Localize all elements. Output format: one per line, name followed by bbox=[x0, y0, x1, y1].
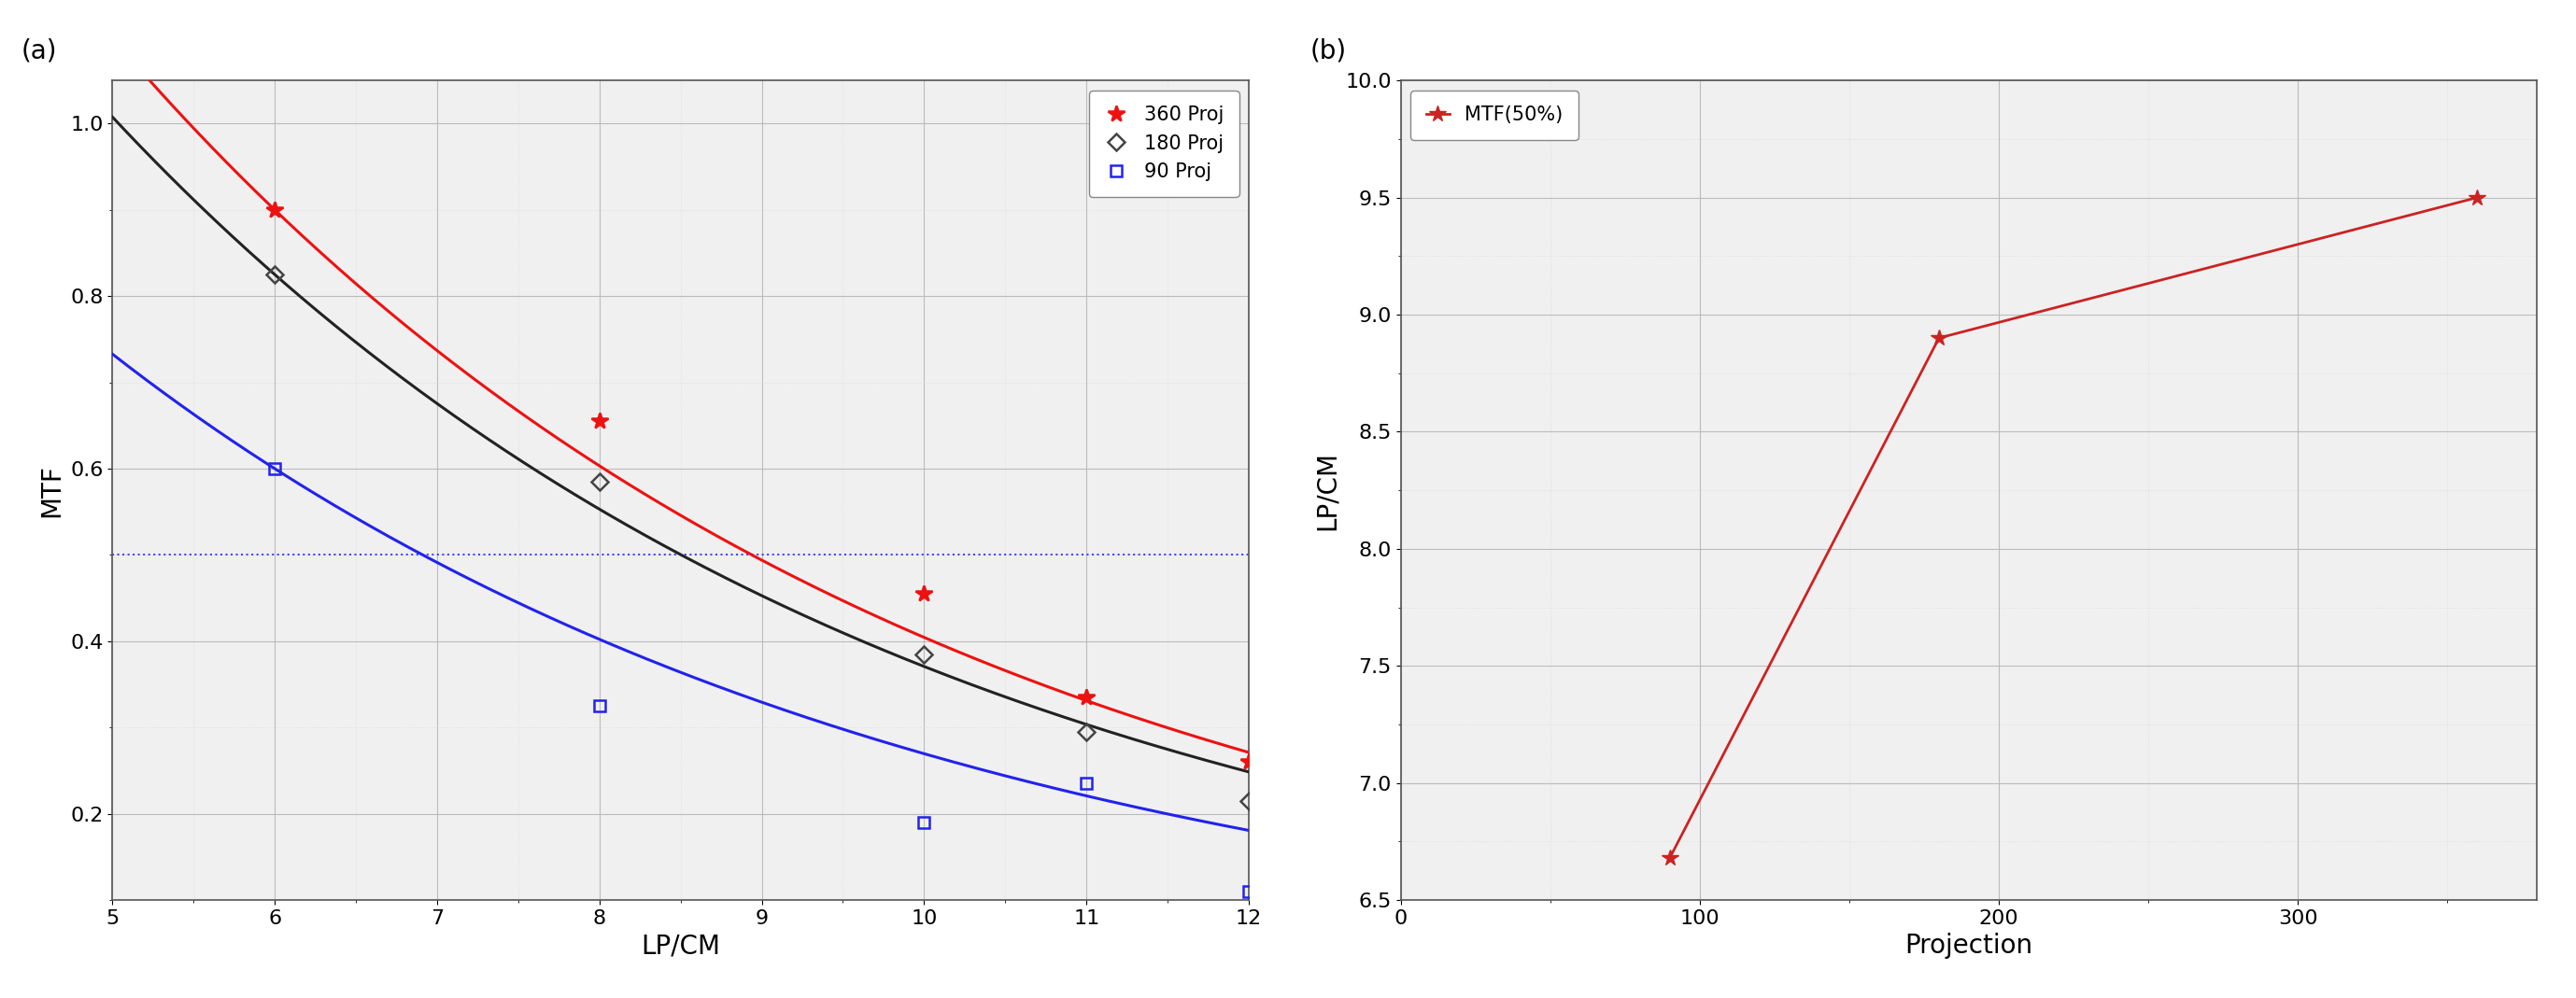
Line: 90 Proj: 90 Proj bbox=[268, 463, 1255, 897]
180 Proj bbox=[1072, 726, 1103, 738]
90 Proj bbox=[909, 816, 940, 828]
Line: 180 Proj: 180 Proj bbox=[268, 268, 1255, 806]
180 Proj bbox=[909, 648, 940, 660]
180 Proj bbox=[585, 476, 616, 488]
90 Proj bbox=[1072, 777, 1103, 789]
Line: MTF(50%): MTF(50%) bbox=[1662, 189, 2486, 866]
180 Proj bbox=[260, 268, 291, 280]
90 Proj bbox=[1234, 885, 1265, 897]
Y-axis label: LP/CM: LP/CM bbox=[1314, 450, 1340, 530]
Y-axis label: MTF: MTF bbox=[39, 464, 64, 517]
Legend: MTF(50%): MTF(50%) bbox=[1412, 90, 1579, 140]
MTF(50%) bbox=[1924, 332, 1955, 344]
Text: (b): (b) bbox=[1309, 38, 1347, 64]
90 Proj bbox=[585, 700, 616, 712]
MTF(50%) bbox=[1654, 852, 1685, 864]
360 Proj bbox=[1072, 692, 1103, 704]
180 Proj bbox=[1234, 794, 1265, 806]
Text: (a): (a) bbox=[21, 38, 57, 64]
Line: 360 Proj: 360 Proj bbox=[265, 202, 1257, 770]
360 Proj bbox=[909, 588, 940, 600]
90 Proj bbox=[260, 463, 291, 475]
X-axis label: Projection: Projection bbox=[1904, 933, 2032, 959]
360 Proj bbox=[260, 204, 291, 216]
360 Proj bbox=[1234, 756, 1265, 768]
Legend: 360 Proj, 180 Proj, 90 Proj: 360 Proj, 180 Proj, 90 Proj bbox=[1090, 90, 1239, 197]
360 Proj bbox=[585, 415, 616, 427]
MTF(50%) bbox=[2463, 192, 2494, 204]
X-axis label: LP/CM: LP/CM bbox=[641, 933, 721, 959]
